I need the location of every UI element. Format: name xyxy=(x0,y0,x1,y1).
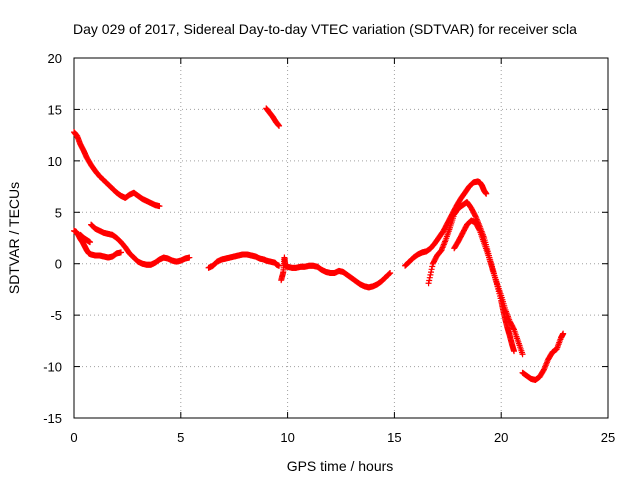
x-axis-title: GPS time / hours xyxy=(287,458,394,474)
data-point xyxy=(387,269,394,276)
series-arc-b-short xyxy=(77,231,94,246)
y-tick-label: 5 xyxy=(55,205,62,220)
x-tick-label: 0 xyxy=(70,430,77,445)
data-point xyxy=(117,249,124,256)
data-point xyxy=(476,226,483,233)
series-arc-j xyxy=(519,330,567,383)
chart-title: Day 029 of 2017, Sidereal Day-to-day VTE… xyxy=(73,21,577,37)
y-axis-title: SDTVAR / TECUs xyxy=(6,182,22,294)
data-point xyxy=(510,325,517,332)
data-point xyxy=(427,271,434,278)
series-arc-i xyxy=(451,217,526,358)
x-tick-label: 25 xyxy=(601,430,615,445)
y-tick-label: 10 xyxy=(48,154,62,169)
y-tick-label: -5 xyxy=(50,308,62,323)
series-arc-d xyxy=(205,251,283,271)
data-point xyxy=(519,351,526,358)
data-points xyxy=(71,105,567,383)
y-tick-label: 0 xyxy=(55,257,62,272)
data-point xyxy=(425,280,432,287)
x-tick-label: 5 xyxy=(177,430,184,445)
data-point xyxy=(429,263,436,270)
y-tick-label: 15 xyxy=(48,102,62,117)
x-tick-labels: 0 5 10 15 20 25 xyxy=(70,430,615,445)
y-tick-label: -10 xyxy=(43,360,62,375)
data-point xyxy=(426,277,433,284)
series-arc-e xyxy=(263,105,283,129)
data-point xyxy=(511,348,518,355)
data-point xyxy=(426,274,433,281)
grid-lines xyxy=(74,58,608,418)
data-point xyxy=(560,330,567,337)
x-tick-label: 10 xyxy=(280,430,294,445)
series-arc-c xyxy=(88,221,193,268)
axis-ticks xyxy=(73,57,609,419)
data-point xyxy=(471,212,478,219)
y-tick-label: 20 xyxy=(48,51,62,66)
y-tick-labels: -15 -10 -5 0 5 10 15 20 xyxy=(43,51,62,426)
data-point xyxy=(428,269,435,276)
data-point xyxy=(186,254,193,261)
x-tick-label: 20 xyxy=(494,430,508,445)
series-arc-a xyxy=(71,129,163,210)
data-point xyxy=(87,239,94,246)
x-tick-label: 15 xyxy=(387,430,401,445)
data-point xyxy=(428,266,435,273)
data-point xyxy=(156,203,163,210)
data-point xyxy=(483,190,490,197)
plot-frame xyxy=(73,57,609,419)
y-tick-label: -15 xyxy=(43,411,62,426)
data-point xyxy=(276,122,283,129)
series-arc-f xyxy=(278,254,394,291)
